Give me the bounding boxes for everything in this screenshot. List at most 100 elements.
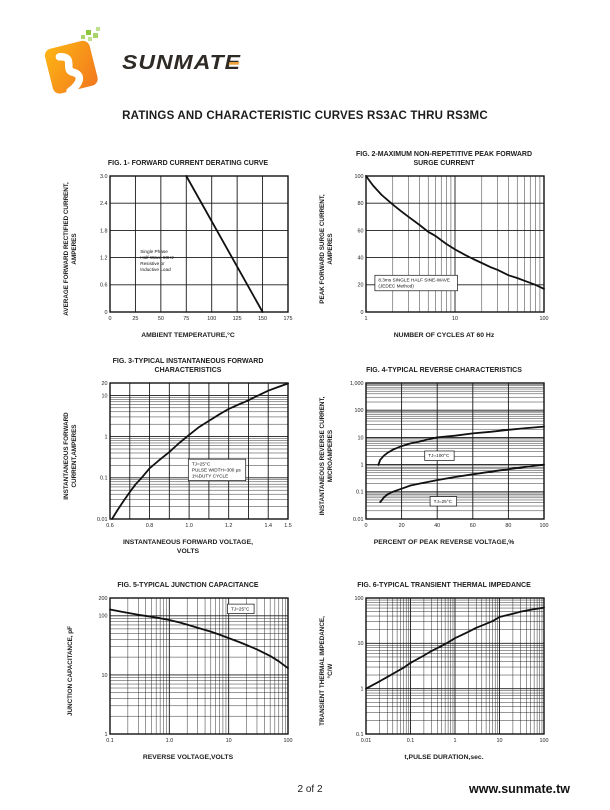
annotation-box — [374, 274, 458, 292]
svg-text:10: 10 — [452, 316, 458, 322]
svg-text:0.6: 0.6 — [106, 523, 114, 529]
svg-text:10: 10 — [102, 393, 108, 399]
svg-text:0.1: 0.1 — [407, 739, 415, 745]
derating-line — [185, 175, 264, 313]
svg-text:60: 60 — [358, 228, 364, 234]
svg-text:100: 100 — [284, 739, 293, 745]
page-number: 2 of 2 — [297, 783, 323, 795]
svg-text:Inductive Load: Inductive Load — [140, 267, 171, 272]
svg-text:1: 1 — [361, 462, 364, 468]
svg-text:1: 1 — [454, 739, 457, 745]
svg-text:100: 100 — [355, 174, 364, 180]
svg-text:10: 10 — [358, 642, 364, 648]
chart-fig5: FIG. 5-TYPICAL JUNCTION CAPACITANCE JUNC… — [58, 570, 296, 763]
svg-text:80: 80 — [358, 201, 364, 207]
svg-text:1.2: 1.2 — [225, 523, 233, 529]
sunmate-logo-icon — [44, 27, 100, 95]
svg-text:0: 0 — [365, 523, 368, 529]
fig6-x-axis-label: t,PULSE DURATION,sec. — [404, 754, 484, 762]
svg-text:10: 10 — [226, 739, 232, 745]
website-text: www.sunmate.tw — [469, 782, 570, 796]
svg-text:TJ=25°C: TJ=25°C — [434, 499, 453, 504]
junction-capacitance-curve — [109, 609, 289, 670]
fig3-y-axis-label: INSTANTANEOUS FORWARD CURRENT,AMPERES — [63, 412, 78, 500]
chart-fig1: FIG. 1- FORWARD CURRENT DERATING CURVE A… — [58, 148, 296, 341]
svg-text:TJ=25°C: TJ=25°C — [192, 461, 211, 466]
svg-text:0: 0 — [105, 310, 108, 316]
svg-text:10: 10 — [358, 435, 364, 441]
svg-text:50: 50 — [158, 316, 164, 322]
svg-text:125: 125 — [233, 316, 242, 322]
svg-text:60: 60 — [470, 523, 476, 529]
svg-text:100: 100 — [355, 408, 364, 414]
fig2-plot: 8.3ms SINGLE HALF SINE-WAVE(JEDEC Method… — [355, 174, 549, 322]
svg-text:3.0: 3.0 — [100, 174, 108, 180]
header: SUNMATE — [36, 24, 245, 100]
svg-text:10: 10 — [102, 673, 108, 679]
reverse-current-25C — [379, 463, 545, 503]
chart-fig4: FIG. 4-TYPICAL REVERSE CHARACTERISTICS I… — [314, 355, 552, 557]
fig5-y-axis-label: JUNCTION CAPACITANCE, pF — [67, 626, 75, 717]
annotation-box — [187, 458, 247, 481]
svg-text:175: 175 — [284, 316, 293, 322]
chart-fig3: FIG. 3-TYPICAL INSTANTANEOUS FORWARD CHA… — [58, 355, 296, 557]
fig1-title: FIG. 1- FORWARD CURRENT DERATING CURVE — [107, 159, 269, 167]
svg-text:Resistive or: Resistive or — [140, 261, 165, 266]
svg-text:1.2: 1.2 — [100, 256, 108, 262]
fig4-x-axis-label: PERCENT OF PEAK REVERSE VOLTAGE,% — [373, 538, 515, 546]
svg-text:1.0: 1.0 — [185, 523, 193, 529]
fig2-x-axis-label: NUMBER OF CYCLES AT 60 Hz — [393, 332, 495, 339]
chart-fig2: FIG. 2-MAXIMUM NON-REPETITIVE PEAK FORWA… — [314, 148, 552, 341]
svg-text:0.1: 0.1 — [100, 476, 108, 482]
fig3-x-axis-label: INSTANTANEOUS FORWARD VOLTAGE, VOLTS — [122, 538, 254, 555]
svg-text:10: 10 — [497, 739, 503, 745]
fig1-y-axis-label: AVERAGE FORWARD RECTIFIED CURRENT, AMPER… — [63, 182, 78, 316]
reverse-current-100C — [377, 425, 545, 466]
fig2-y-axis-label: PEAK FORWARD SURGE CURRENT, AMPERES — [319, 194, 334, 304]
svg-text:100: 100 — [207, 316, 216, 322]
svg-text:0.6: 0.6 — [100, 283, 108, 289]
svg-text:TJ=100°C: TJ=100°C — [428, 453, 450, 458]
fig3-title: FIG. 3-TYPICAL INSTANTANEOUS FORWARD CHA… — [112, 357, 264, 374]
svg-text:1.5: 1.5 — [284, 523, 292, 529]
annotation-box — [227, 604, 255, 615]
fig4-y-axis-label: INSTANTANEOUS REVERSE CURRENT, MICROAMPE… — [319, 396, 334, 516]
fig4-title: FIG. 4-TYPICAL REVERSE CHARACTERISTICS — [366, 366, 522, 374]
annotation-box — [429, 496, 458, 507]
svg-text:25: 25 — [132, 316, 138, 322]
page-title: RATINGS AND CHARACTERISTIC CURVES RS3AC … — [122, 110, 488, 122]
svg-text:80: 80 — [505, 523, 511, 529]
svg-text:20: 20 — [102, 381, 108, 387]
svg-text:1,000: 1,000 — [350, 381, 364, 387]
svg-text:0.8: 0.8 — [146, 523, 154, 529]
fig1-x-axis-label: AMBIENT TEMPERATURE,°C — [141, 332, 235, 339]
brand-wordmark: SUNMATE — [122, 50, 245, 74]
svg-text:100: 100 — [540, 316, 549, 322]
fig6-title: FIG. 6-TYPICAL TRANSIENT THERMAL IMPEDAN… — [357, 582, 531, 590]
annotation-box — [424, 450, 455, 461]
svg-text:100: 100 — [99, 614, 108, 620]
svg-text:1%DUTY CYCLE: 1%DUTY CYCLE — [192, 473, 228, 478]
svg-text:0.01: 0.01 — [97, 517, 108, 523]
svg-text:0.01: 0.01 — [353, 517, 364, 523]
svg-text:0: 0 — [109, 316, 112, 322]
svg-text:PULSE WIDTH=300 μs: PULSE WIDTH=300 μs — [192, 467, 242, 472]
svg-text:200: 200 — [99, 596, 108, 602]
svg-text:2.4: 2.4 — [100, 201, 108, 207]
forward-characteristic-curve — [111, 382, 289, 520]
surge-current-curve — [365, 175, 545, 290]
svg-text:1: 1 — [361, 687, 364, 693]
charts-grid: FIG. 1- FORWARD CURRENT DERATING CURVE A… — [0, 148, 610, 763]
svg-text:1: 1 — [105, 732, 108, 738]
svg-text:1.8: 1.8 — [100, 228, 108, 234]
svg-text:(JEDEC Method): (JEDEC Method) — [378, 283, 414, 288]
svg-text:75: 75 — [183, 316, 189, 322]
svg-text:0: 0 — [361, 310, 364, 316]
svg-text:20: 20 — [358, 283, 364, 289]
chart-fig6: FIG. 6-TYPICAL TRANSIENT THERMAL IMPEDAN… — [314, 570, 552, 763]
svg-text:100: 100 — [540, 739, 549, 745]
fig4-plot: TJ=100°C TJ=25°C 0 20 40 60 80 100 0.01 0.1 1 10 100… — [350, 381, 549, 529]
